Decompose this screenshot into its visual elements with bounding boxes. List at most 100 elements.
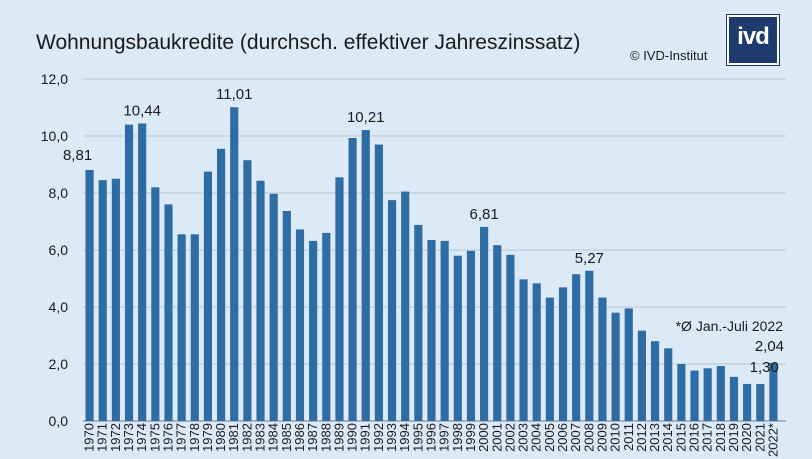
x-tick-label: 2001 — [489, 423, 504, 452]
bar — [335, 177, 344, 421]
x-tick-label: 1994 — [397, 423, 412, 452]
y-tick-label: 12,0 — [41, 71, 68, 87]
bar — [756, 383, 765, 421]
x-tick-label: 1977 — [174, 423, 189, 452]
y-tick-label: 0,0 — [49, 413, 69, 429]
y-tick-label: 4,0 — [49, 299, 69, 315]
x-tick-label: 2019 — [726, 423, 741, 452]
bar — [190, 234, 199, 421]
bar — [480, 226, 489, 421]
x-tick-label: 1995 — [410, 423, 425, 452]
bar — [743, 383, 752, 421]
bar — [466, 250, 476, 421]
bar — [572, 274, 581, 421]
data-label: 10,21 — [347, 109, 385, 126]
x-tick-label: 2007 — [568, 423, 583, 452]
x-tick-label: 1973 — [121, 423, 136, 452]
x-tick-label: 2004 — [529, 423, 544, 452]
bar — [506, 254, 515, 421]
bar — [624, 308, 633, 421]
x-tick-label: 1998 — [450, 423, 465, 452]
bar — [374, 144, 383, 422]
bar — [151, 187, 160, 421]
x-tick-label: 2016 — [687, 423, 702, 452]
x-tick-label: 1986 — [292, 423, 307, 452]
x-tick-label: 1981 — [226, 423, 241, 452]
bar — [282, 210, 291, 421]
bar — [532, 283, 541, 421]
bar — [769, 362, 778, 421]
bar — [203, 171, 213, 421]
x-tick-label: 1976 — [160, 423, 175, 452]
y-tick-label: 6,0 — [49, 242, 69, 258]
x-tick-label: 1992 — [371, 423, 386, 452]
y-tick-label: 2,0 — [49, 356, 69, 372]
data-labels: 8,81 10,44 11,01 10,21 6,81 5,27 1,30 2,04 — [63, 86, 784, 376]
bar — [519, 279, 528, 421]
bar — [138, 123, 147, 422]
bar — [309, 240, 318, 421]
x-tick-label: 2011 — [621, 423, 636, 451]
x-tick-label: 1987 — [305, 423, 320, 452]
bar — [585, 270, 594, 421]
bar — [598, 297, 607, 421]
bar — [177, 234, 186, 421]
x-tick-label: 1970 — [82, 423, 97, 452]
bar — [348, 137, 357, 421]
x-tick-label: 1975 — [147, 423, 162, 452]
x-tick-label: 1996 — [424, 423, 439, 452]
data-label: 2,04 — [755, 338, 784, 355]
x-tick-label: 2002 — [502, 423, 517, 452]
x-tick-label: 1990 — [345, 423, 360, 452]
x-tick-label: 1979 — [200, 423, 215, 452]
bar — [401, 191, 410, 421]
y-tick-label: 8,0 — [49, 185, 69, 201]
x-tick-label: 2021 — [752, 423, 767, 452]
bar — [124, 124, 134, 421]
bar — [677, 364, 686, 421]
bar — [664, 348, 673, 421]
bar — [164, 204, 173, 421]
bar — [650, 341, 660, 421]
bar — [611, 312, 620, 421]
x-tick-label: 1997 — [437, 423, 452, 452]
data-label: 11,01 — [216, 86, 252, 103]
bar — [703, 368, 712, 421]
ivd-logo: ivd — [727, 15, 779, 65]
data-label: 8,81 — [63, 147, 92, 164]
data-label: 5,27 — [575, 250, 604, 267]
x-tick-label: 1988 — [318, 423, 333, 452]
annotation-note: *Ø Jan.-Juli 2022 — [676, 318, 784, 334]
bar — [545, 297, 554, 421]
bar — [111, 178, 120, 421]
bar — [716, 365, 725, 421]
bar — [453, 255, 462, 421]
chart-title: Wohnungsbaukredite (durchsch. effektiver… — [36, 31, 581, 54]
bar — [230, 107, 239, 421]
x-tick-label: 1974 — [134, 423, 149, 452]
x-tick-label: 1989 — [331, 423, 346, 452]
bars — [85, 107, 778, 422]
x-tick-label: 1993 — [384, 423, 399, 452]
x-tick-label: 2013 — [647, 423, 662, 452]
bar — [387, 200, 397, 421]
x-tick-label: 2014 — [660, 423, 675, 452]
x-tick-label: 1971 — [95, 423, 110, 452]
bar — [690, 370, 699, 421]
x-tick-label: 2015 — [673, 423, 688, 452]
bar — [637, 330, 646, 421]
bar — [440, 240, 449, 421]
y-tick-label: 10,0 — [41, 128, 68, 144]
x-tick-label: 1984 — [266, 423, 281, 452]
x-tick-label: 1991 — [358, 423, 373, 452]
x-tick-label: 1985 — [279, 423, 294, 452]
copyright-note: © IVD-Institut — [630, 48, 708, 63]
x-tick-label: 2017 — [700, 423, 715, 452]
bar — [85, 169, 94, 421]
bar — [558, 287, 568, 421]
x-tick-label: 2008 — [581, 423, 596, 452]
x-tick-label: 2009 — [594, 423, 609, 452]
bar — [98, 180, 107, 421]
x-tick-label: 2003 — [516, 423, 531, 452]
bar — [256, 180, 265, 421]
